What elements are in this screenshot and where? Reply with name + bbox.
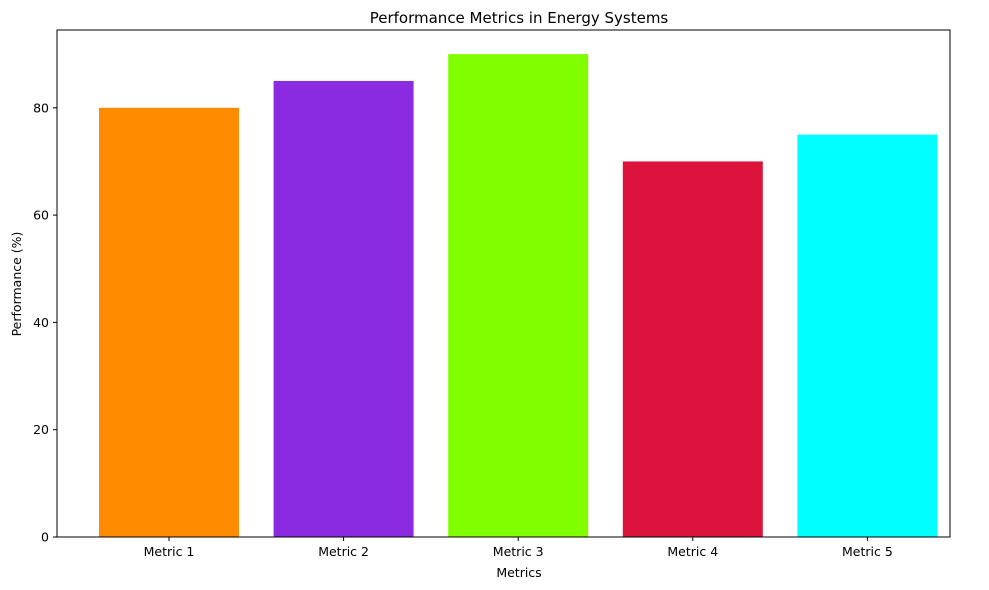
x-axis-label: Metrics (496, 565, 541, 580)
x-tick-label: Metric 3 (493, 544, 544, 559)
bar-2 (273, 80, 414, 537)
y-axis-label: Performance (%) (9, 232, 24, 337)
chart-title: Performance Metrics in Energy Systems (370, 9, 669, 27)
bar-4 (622, 161, 763, 537)
plot-area (99, 54, 938, 538)
x-tick-label: Metric 1 (144, 544, 195, 559)
y-tick-label: 0 (41, 530, 49, 545)
y-tick-label: 80 (33, 100, 49, 115)
bar-1 (99, 107, 239, 538)
bar-5 (797, 134, 938, 537)
y-tick-label: 60 (33, 208, 49, 223)
y-tick-label: 20 (33, 422, 49, 437)
y-axis-ticks: 0 20 40 60 80 (33, 100, 57, 545)
bar-3 (448, 54, 589, 538)
x-tick-label: Metric 5 (842, 544, 893, 559)
x-tick-label: Metric 4 (667, 544, 718, 559)
x-tick-label: Metric 2 (318, 544, 369, 559)
y-tick-label: 40 (33, 315, 49, 330)
x-axis-ticks: Metric 1 Metric 2 Metric 3 Metric 4 Metric 5 (144, 537, 893, 559)
plot-frame (56, 29, 951, 538)
